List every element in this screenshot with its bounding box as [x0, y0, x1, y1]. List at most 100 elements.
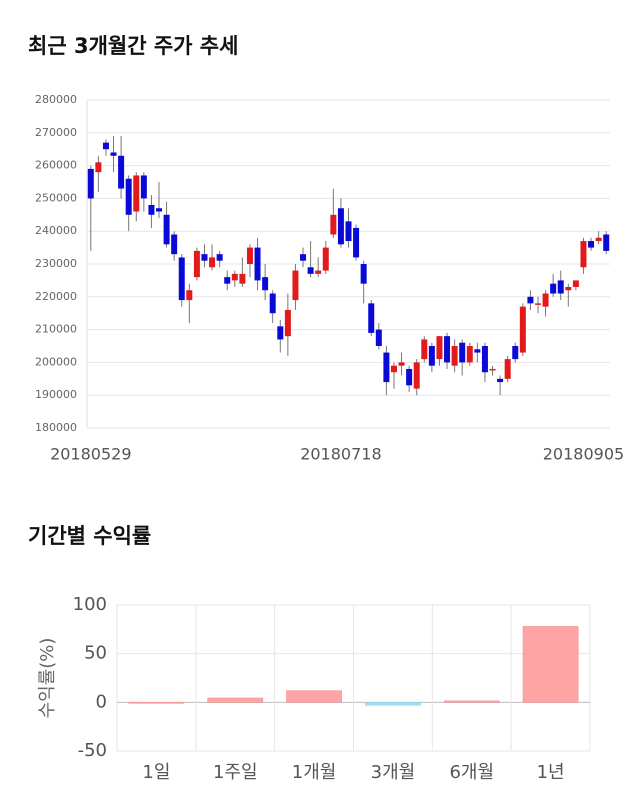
y-tick-label: 190000: [35, 388, 77, 401]
y-tick-label: 0: [96, 691, 107, 712]
bar: [128, 702, 185, 704]
candle-body: [171, 234, 178, 255]
candle-body: [307, 267, 314, 274]
candle-body: [534, 303, 541, 305]
x-tick-label: 20180905: [543, 445, 624, 464]
candle-body: [178, 257, 185, 301]
candle-body: [239, 273, 246, 284]
candle-body: [519, 306, 526, 353]
y-tick-label: 220000: [35, 290, 77, 303]
candle-body: [269, 293, 276, 314]
candle-body: [186, 290, 193, 301]
x-tick-label: 20180718: [300, 445, 381, 464]
candle-body: [383, 352, 390, 383]
candle-body: [163, 214, 170, 245]
y-axis-label: 수익률(%): [37, 638, 58, 719]
candle-body: [603, 234, 610, 251]
candle-body: [254, 247, 261, 281]
candle-body: [398, 362, 405, 366]
y-tick-label: 210000: [35, 323, 77, 336]
candle-body: [110, 152, 117, 156]
x-tick-label: 1일: [142, 762, 170, 783]
candle-body: [550, 283, 557, 294]
x-tick-label: 6개월: [449, 762, 494, 783]
x-tick-label: 1년: [537, 762, 565, 783]
candle-body: [466, 346, 473, 363]
candle-body: [224, 277, 231, 284]
candle-body: [436, 336, 443, 360]
candle-body: [512, 346, 519, 360]
x-tick-label: 1주일: [213, 762, 258, 783]
bar: [286, 690, 342, 703]
y-tick-label: 280000: [35, 93, 77, 106]
bar: [207, 697, 264, 703]
y-tick-label: 50: [84, 643, 107, 664]
candle-body: [140, 175, 147, 199]
candle-body: [413, 362, 420, 389]
candle-body: [390, 365, 397, 373]
candle-body: [595, 237, 602, 242]
bar: [443, 700, 500, 703]
candle-body: [459, 342, 466, 363]
y-tick-label: -50: [78, 740, 107, 761]
y-tick-label: 230000: [35, 257, 77, 270]
candle-body: [497, 378, 504, 383]
candle-body: [201, 254, 208, 261]
candle-body: [421, 339, 428, 360]
candle-body: [489, 368, 496, 371]
candle-body: [95, 162, 102, 173]
chart-title: 기간별 수익률: [28, 524, 151, 548]
y-tick-label: 260000: [35, 159, 77, 172]
candle-body: [360, 264, 367, 284]
candle-body: [133, 175, 140, 212]
candle-body: [262, 277, 269, 291]
candle-body: [428, 346, 435, 366]
y-tick-label: 200000: [35, 355, 77, 368]
candle-body: [444, 336, 451, 363]
bar: [365, 702, 421, 706]
candle-body: [557, 280, 564, 294]
candle-body: [246, 247, 253, 264]
candle-body: [368, 303, 375, 333]
x-tick-label: 3개월: [371, 762, 416, 783]
y-tick-label: 250000: [35, 191, 77, 204]
candle-body: [216, 254, 223, 261]
candle-body: [118, 155, 125, 189]
candle-body: [542, 293, 549, 307]
x-tick-label: 20180529: [50, 445, 131, 464]
candle-body: [231, 273, 238, 281]
candle-body: [315, 270, 322, 274]
candle-body: [588, 241, 595, 248]
candle-body: [527, 296, 534, 304]
candle-body: [125, 178, 132, 215]
candle-body: [353, 227, 360, 258]
candle-body: [451, 346, 458, 366]
candle-body: [277, 326, 284, 340]
candle-body: [156, 208, 163, 212]
y-tick-label: 240000: [35, 224, 77, 237]
y-tick-label: 100: [73, 594, 107, 615]
candle-body: [209, 257, 216, 268]
bar: [522, 626, 579, 703]
candle-body: [284, 309, 291, 337]
candle-body: [148, 204, 155, 215]
chart-title: 최근 3개월간 주가 추세: [28, 34, 238, 58]
candle-body: [565, 286, 572, 291]
candle-body: [102, 142, 109, 150]
candle-body: [345, 221, 352, 242]
y-tick-label: 270000: [35, 126, 77, 139]
candle-body: [580, 241, 587, 268]
candle-body: [572, 280, 579, 287]
candle-body: [406, 368, 413, 386]
candle-body: [292, 270, 299, 301]
candle-body: [87, 168, 94, 199]
candle-body: [481, 346, 488, 373]
candle-body: [474, 349, 481, 353]
x-tick-label: 1개월: [292, 762, 337, 783]
candle-body: [337, 208, 344, 245]
candle-body: [330, 214, 337, 235]
candle-body: [504, 359, 511, 379]
y-tick-label: 180000: [35, 421, 77, 434]
candle-body: [300, 254, 307, 261]
